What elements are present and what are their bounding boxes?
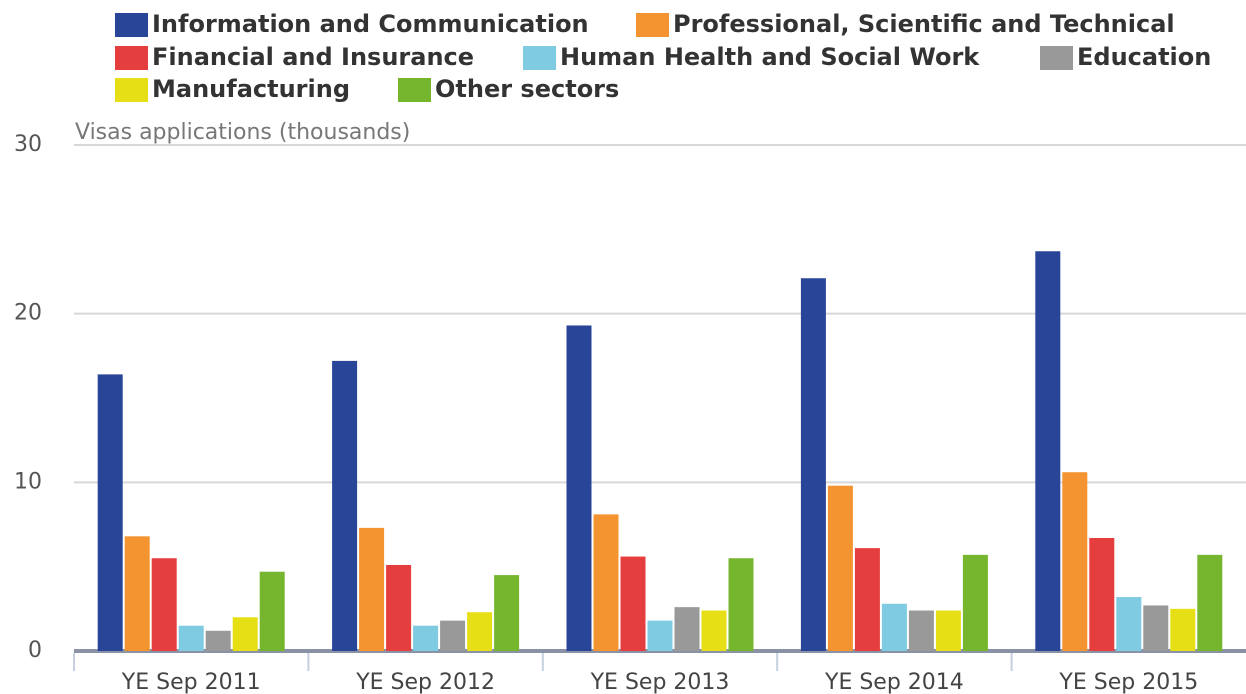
bar <box>1035 251 1061 651</box>
bar <box>151 558 177 651</box>
bar <box>124 536 150 651</box>
legend-label: Professional, Scientific and Technical <box>673 10 1175 38</box>
y-tick-label: 20 <box>14 301 42 326</box>
bar <box>467 612 493 651</box>
bar <box>935 610 961 651</box>
bar <box>800 278 826 651</box>
bar <box>232 617 258 651</box>
bar <box>1089 537 1115 651</box>
bar <box>494 575 520 651</box>
y-axis-label: Visas applications (thousands) <box>75 120 410 145</box>
bar <box>881 603 907 651</box>
legend-swatch <box>523 46 556 70</box>
x-tick-label: YE Sep 2011 <box>121 670 261 694</box>
bar <box>962 554 988 651</box>
legend-swatch <box>1040 46 1073 70</box>
legend-label: Education <box>1077 43 1211 71</box>
bar <box>205 630 231 651</box>
bar <box>413 625 439 651</box>
legend-label: Information and Communication <box>152 10 589 38</box>
bar <box>1143 605 1169 651</box>
legend-swatch <box>115 78 148 102</box>
legend-label: Financial and Insurance <box>152 43 474 71</box>
bar <box>359 527 385 651</box>
bar <box>440 620 466 651</box>
legend-label: Other sectors <box>435 75 619 103</box>
legend-swatch <box>636 13 669 37</box>
bar <box>178 625 204 651</box>
bar <box>97 374 123 651</box>
bar <box>674 607 700 651</box>
bar <box>1197 554 1223 651</box>
x-tick-label: YE Sep 2012 <box>355 670 495 694</box>
y-tick-label: 10 <box>14 469 42 494</box>
bar <box>728 558 754 651</box>
bar <box>854 548 880 651</box>
legend-swatch <box>398 78 431 102</box>
bar <box>1116 597 1142 651</box>
bar <box>620 556 646 651</box>
x-tick-label: YE Sep 2013 <box>590 670 730 694</box>
legend-swatch <box>115 46 148 70</box>
bar <box>593 514 619 651</box>
bar <box>1062 472 1088 651</box>
legend-label: Manufacturing <box>152 75 350 103</box>
x-tick-label: YE Sep 2015 <box>1058 670 1198 694</box>
bar <box>701 610 727 651</box>
bar <box>259 571 285 651</box>
y-tick-label: 30 <box>14 132 42 157</box>
bar <box>386 564 412 651</box>
bar <box>908 610 934 651</box>
legend-swatch <box>115 13 148 37</box>
y-tick-label: 0 <box>28 638 42 663</box>
bar <box>827 485 853 651</box>
legend-label: Human Health and Social Work <box>560 43 980 71</box>
x-tick-label: YE Sep 2014 <box>824 670 964 694</box>
bar <box>647 620 673 651</box>
bar <box>332 360 358 651</box>
bar <box>566 325 592 651</box>
bar <box>1170 608 1196 651</box>
